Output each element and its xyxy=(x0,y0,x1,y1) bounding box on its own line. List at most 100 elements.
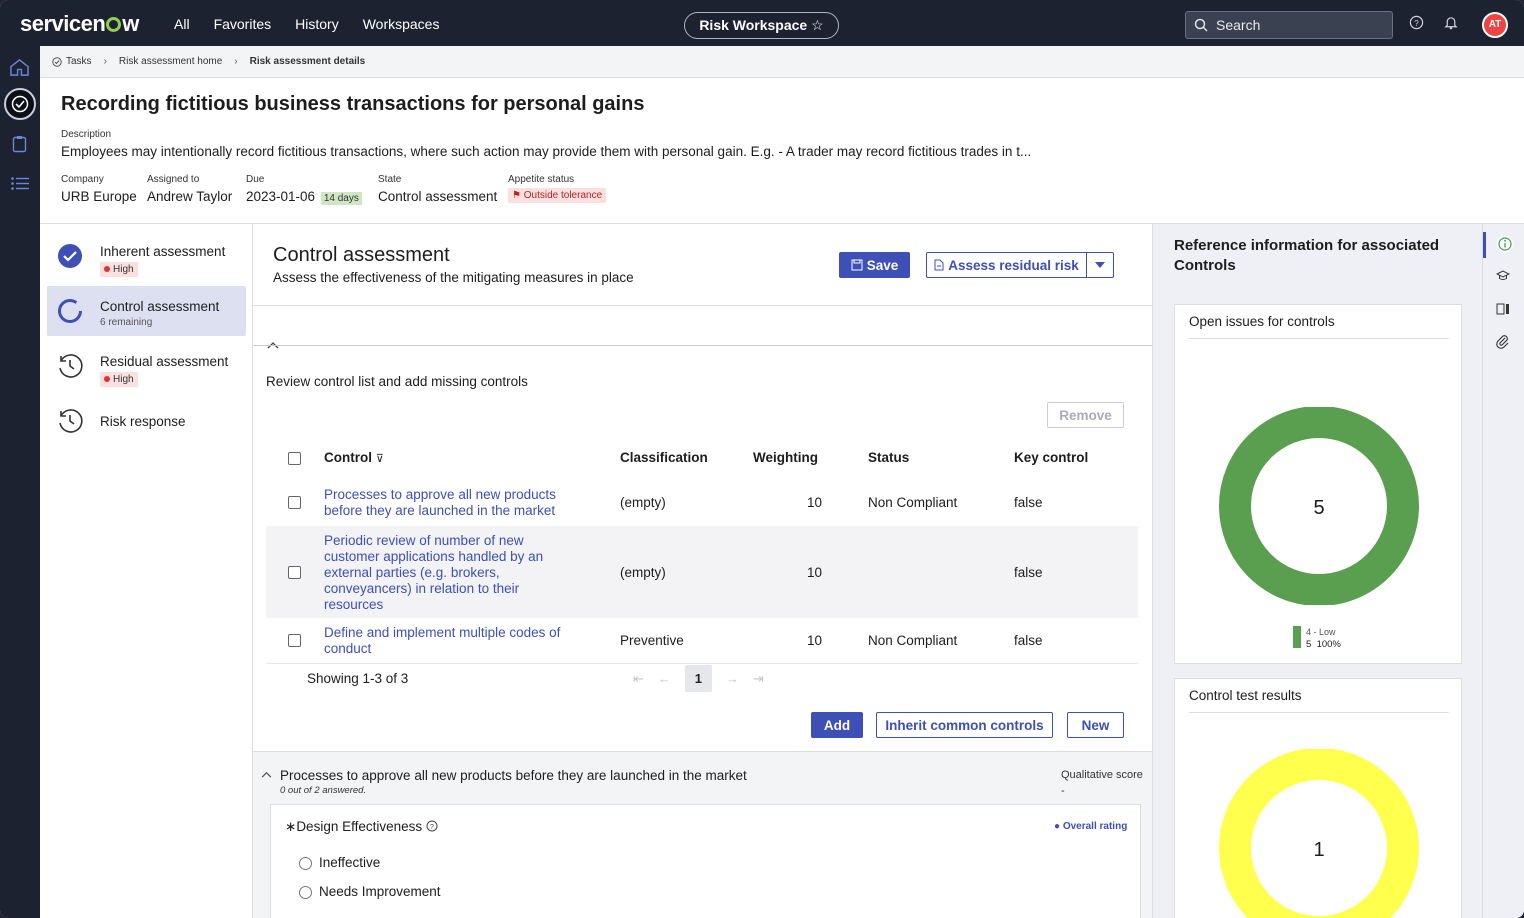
donut-center-value: 5 xyxy=(1313,497,1324,519)
required-marker: ∗ xyxy=(285,819,297,834)
control-link[interactable]: Periodic review of number of new custome… xyxy=(324,533,544,612)
breadcrumb-tasks[interactable]: Tasks xyxy=(66,56,92,67)
description-label: Description xyxy=(61,129,112,140)
step-label: Control assessment xyxy=(100,299,220,314)
risk-high-badge: High xyxy=(100,262,138,277)
reference-title: Reference information for associated Con… xyxy=(1174,237,1440,274)
select-all-checkbox[interactable] xyxy=(288,452,301,465)
save-icon xyxy=(851,259,863,271)
tasks-rail-button[interactable] xyxy=(4,88,36,120)
meta-due: Due 2023-01-06 14 days xyxy=(246,174,362,205)
list-icon[interactable] xyxy=(11,177,29,190)
inherit-common-controls-button[interactable]: Inherit common controls xyxy=(876,712,1053,738)
description-text: Employees may intentionally record ficti… xyxy=(61,144,1032,159)
breadcrumb-risk-assessment-home[interactable]: Risk assessment home xyxy=(118,56,223,67)
home-icon[interactable] xyxy=(9,58,30,77)
document-icon xyxy=(934,259,944,271)
column-header-key-control[interactable]: Key control xyxy=(1014,450,1089,465)
weighting-cell: 10 xyxy=(807,633,823,648)
pagination-summary: Showing 1-3 of 3 xyxy=(307,671,409,686)
next-page-icon[interactable]: → xyxy=(725,671,739,686)
company-value: URB Europe xyxy=(61,189,137,204)
radio-needs-improvement[interactable] xyxy=(299,886,312,899)
column-header-weighting[interactable]: Weighting xyxy=(753,450,818,465)
control-link[interactable]: Processes to approve all new products be… xyxy=(324,487,556,518)
control-link[interactable]: Define and implement multiple codes of c… xyxy=(324,625,561,656)
assess-dropdown-button[interactable] xyxy=(1086,252,1114,278)
reference-panel: Reference information for associated Con… xyxy=(1152,224,1482,918)
help-icon[interactable]: ? xyxy=(426,820,438,832)
nav-favorites[interactable]: Favorites xyxy=(213,16,272,32)
key-control-cell: false xyxy=(1014,633,1043,648)
state-value: Control assessment xyxy=(378,189,498,204)
breadcrumb-current: Risk assessment details xyxy=(249,56,366,67)
panel-title: Control assessment xyxy=(273,244,450,266)
due-days-badge: 14 days xyxy=(320,192,362,205)
answered-count: 0 out of 2 answered. xyxy=(280,785,367,796)
step-inherent-assessment[interactable]: Inherent assessment High xyxy=(47,231,246,281)
open-issues-donut[interactable]: 5 xyxy=(1216,407,1422,605)
left-rail xyxy=(0,46,40,918)
main-nav: All Favorites History Workspaces xyxy=(174,16,439,32)
nav-history[interactable]: History xyxy=(295,16,339,32)
step-risk-response[interactable]: Risk response xyxy=(47,396,246,446)
assess-label: Assess residual risk xyxy=(948,257,1079,273)
page-number[interactable]: 1 xyxy=(684,665,712,692)
document-list-icon[interactable] xyxy=(1496,303,1510,315)
save-button[interactable]: Save xyxy=(839,252,910,278)
remove-button[interactable]: Remove xyxy=(1047,402,1124,428)
add-button[interactable]: Add xyxy=(811,712,863,738)
step-residual-assessment[interactable]: Residual assessment High xyxy=(47,341,246,391)
pagination: ⇤ ← 1 → ⇥ xyxy=(633,665,764,692)
user-avatar[interactable]: AT xyxy=(1482,12,1508,38)
row-checkbox[interactable] xyxy=(288,634,301,647)
graduation-cap-icon[interactable] xyxy=(1496,270,1510,282)
record-header: Recording fictitious business transactio… xyxy=(40,78,1524,224)
control-test-donut[interactable]: 1 xyxy=(1216,749,1422,918)
step-label: Risk response xyxy=(100,414,186,429)
help-icon[interactable]: ? xyxy=(1409,15,1424,30)
clock-history-icon xyxy=(59,409,83,433)
in-progress-icon xyxy=(58,299,82,323)
check-circle-icon xyxy=(11,95,29,113)
flag-icon: ⚑ xyxy=(512,190,521,201)
assess-residual-risk-button[interactable]: Assess residual risk xyxy=(926,252,1087,278)
nav-workspaces[interactable]: Workspaces xyxy=(362,16,440,32)
appetite-value: Outside tolerance xyxy=(523,190,603,201)
review-instructions: Review control list and add missing cont… xyxy=(266,374,528,389)
workspace-pill[interactable]: Risk Workspace ☆ xyxy=(684,12,839,39)
step-remaining: 6 remaining xyxy=(100,317,153,328)
column-header-status[interactable]: Status xyxy=(868,450,910,465)
appetite-status-badge: ⚑ Outside tolerance xyxy=(508,188,607,203)
row-checkbox[interactable] xyxy=(288,566,301,579)
paperclip-icon[interactable] xyxy=(1496,335,1510,349)
servicenow-logo[interactable]: servicen w xyxy=(20,11,139,36)
section-divider xyxy=(253,345,1152,346)
clock-history-icon xyxy=(59,354,83,378)
appetite-label: Appetite status xyxy=(508,174,575,185)
column-header-label: Control xyxy=(324,450,372,465)
new-button[interactable]: New xyxy=(1067,712,1124,738)
column-header-classification[interactable]: Classification xyxy=(620,450,708,465)
info-icon[interactable] xyxy=(1496,235,1514,253)
collapse-chevron-icon[interactable] xyxy=(261,771,272,778)
legend-count: 5 xyxy=(1306,639,1312,650)
last-page-icon[interactable]: ⇥ xyxy=(752,670,764,686)
search-input[interactable]: Search xyxy=(1185,11,1393,39)
column-header-control[interactable]: Control ⊽ xyxy=(324,450,384,465)
clipboard-icon[interactable] xyxy=(12,135,27,153)
first-page-icon[interactable]: ⇤ xyxy=(633,670,644,686)
nav-all[interactable]: All xyxy=(174,16,190,32)
overall-rating-link[interactable]: ● Overall rating xyxy=(1054,821,1127,832)
company-label: Company xyxy=(61,174,104,185)
workspace-title: Risk Workspace xyxy=(699,17,808,33)
notification-bell-icon[interactable] xyxy=(1444,15,1458,30)
breadcrumb-separator-icon: › xyxy=(234,56,238,67)
meta-assigned: Assigned to Andrew Taylor xyxy=(147,174,232,204)
step-control-assessment[interactable]: Control assessment 6 remaining xyxy=(47,286,246,336)
star-icon[interactable]: ☆ xyxy=(811,17,824,33)
radio-ineffective[interactable] xyxy=(299,857,312,870)
row-checkbox[interactable] xyxy=(288,496,301,509)
prev-page-icon[interactable]: ← xyxy=(657,671,671,686)
filter-icon[interactable]: ⊽ xyxy=(375,453,384,465)
